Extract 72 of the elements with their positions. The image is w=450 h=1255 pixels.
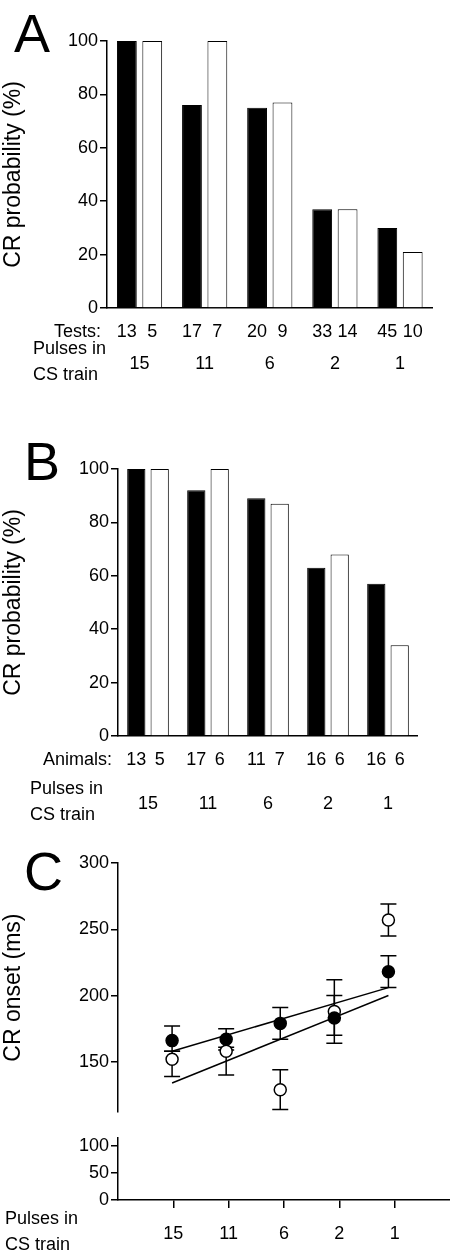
y-tick-label: 250: [78, 918, 109, 939]
y-tick-label: 150: [78, 1050, 109, 1071]
y-tick-label: 80: [77, 83, 98, 104]
x-tick-label: 15: [163, 1222, 184, 1243]
point: [219, 1044, 233, 1058]
x-tick-label: 2: [329, 352, 340, 373]
point: [381, 964, 396, 979]
y-tick-label: 300: [78, 851, 109, 872]
text: 10: [402, 320, 423, 341]
text: 7: [274, 748, 285, 769]
x-tick-label: 2: [322, 792, 333, 813]
x-tick-label: 11: [198, 792, 218, 813]
y-tick-label: 100: [67, 29, 98, 50]
y-tick-label: 200: [78, 984, 109, 1005]
y-tick-label: 0: [87, 296, 98, 317]
text: 20: [247, 320, 268, 341]
text: 6: [334, 748, 345, 769]
point: [273, 1016, 287, 1031]
text: 7: [212, 320, 223, 341]
text: 16: [366, 748, 387, 769]
text: 45: [377, 320, 398, 341]
x-tick-label: 15: [137, 792, 159, 813]
y-axis-title: CR probability (%): [0, 509, 26, 696]
x-tick-label: 15: [129, 352, 150, 373]
y-tick-label: 50: [88, 1161, 109, 1182]
text: 13: [116, 320, 137, 341]
chart-title: A: [14, 2, 51, 63]
y-tick-label: 100: [78, 457, 109, 478]
y-tick-label: 80: [88, 511, 109, 532]
text: Animals:: [42, 748, 112, 769]
chart-title: C: [24, 840, 63, 901]
y-tick-label: 0: [98, 724, 109, 745]
x-tick-label: 6: [264, 352, 275, 373]
x-tick-label: 2: [334, 1222, 345, 1243]
x-tick-label: 11: [219, 1222, 239, 1243]
y-axis-title: CR onset (ms): [0, 913, 26, 1062]
y-tick-label: 20: [77, 243, 98, 264]
x-tick-label: 1: [389, 1222, 400, 1243]
y-tick-label: 40: [77, 190, 98, 211]
text: 5: [147, 320, 158, 341]
x-axis-title: Pulses in CS train: [30, 777, 104, 824]
point: [165, 1033, 179, 1048]
x-axis-title: Pulses in CS train: [5, 1207, 79, 1254]
point: [273, 1082, 287, 1097]
point: [327, 1011, 342, 1025]
text: 6: [394, 748, 405, 769]
y-axis-title: CR probability (%): [0, 81, 26, 268]
text: 9: [277, 320, 288, 341]
text: 11: [246, 748, 266, 769]
x-tick-label: 6: [262, 792, 273, 813]
chart-title: B: [24, 430, 61, 491]
y-tick-label: 100: [78, 1134, 109, 1155]
text: 17: [186, 748, 207, 769]
text: 13: [126, 748, 147, 769]
y-tick-label: 40: [88, 618, 109, 639]
x-tick-label: 6: [278, 1222, 290, 1243]
point: [219, 1032, 233, 1047]
text: 5: [154, 748, 165, 769]
x-tick-label: 11: [195, 352, 215, 373]
y-tick-label: 60: [77, 136, 98, 157]
text: 6: [214, 748, 225, 769]
text: 16: [306, 748, 327, 769]
y-tick-label: 20: [88, 671, 109, 692]
text: 17: [181, 320, 202, 341]
point: [165, 1052, 179, 1066]
text: 14: [337, 320, 358, 341]
point: [381, 913, 396, 927]
y-tick-label: 60: [88, 564, 109, 585]
x-tick-label: 1: [382, 792, 393, 813]
text: 33: [312, 320, 333, 341]
x-tick-label: 1: [394, 352, 405, 373]
y-tick-label: 0: [98, 1188, 109, 1209]
